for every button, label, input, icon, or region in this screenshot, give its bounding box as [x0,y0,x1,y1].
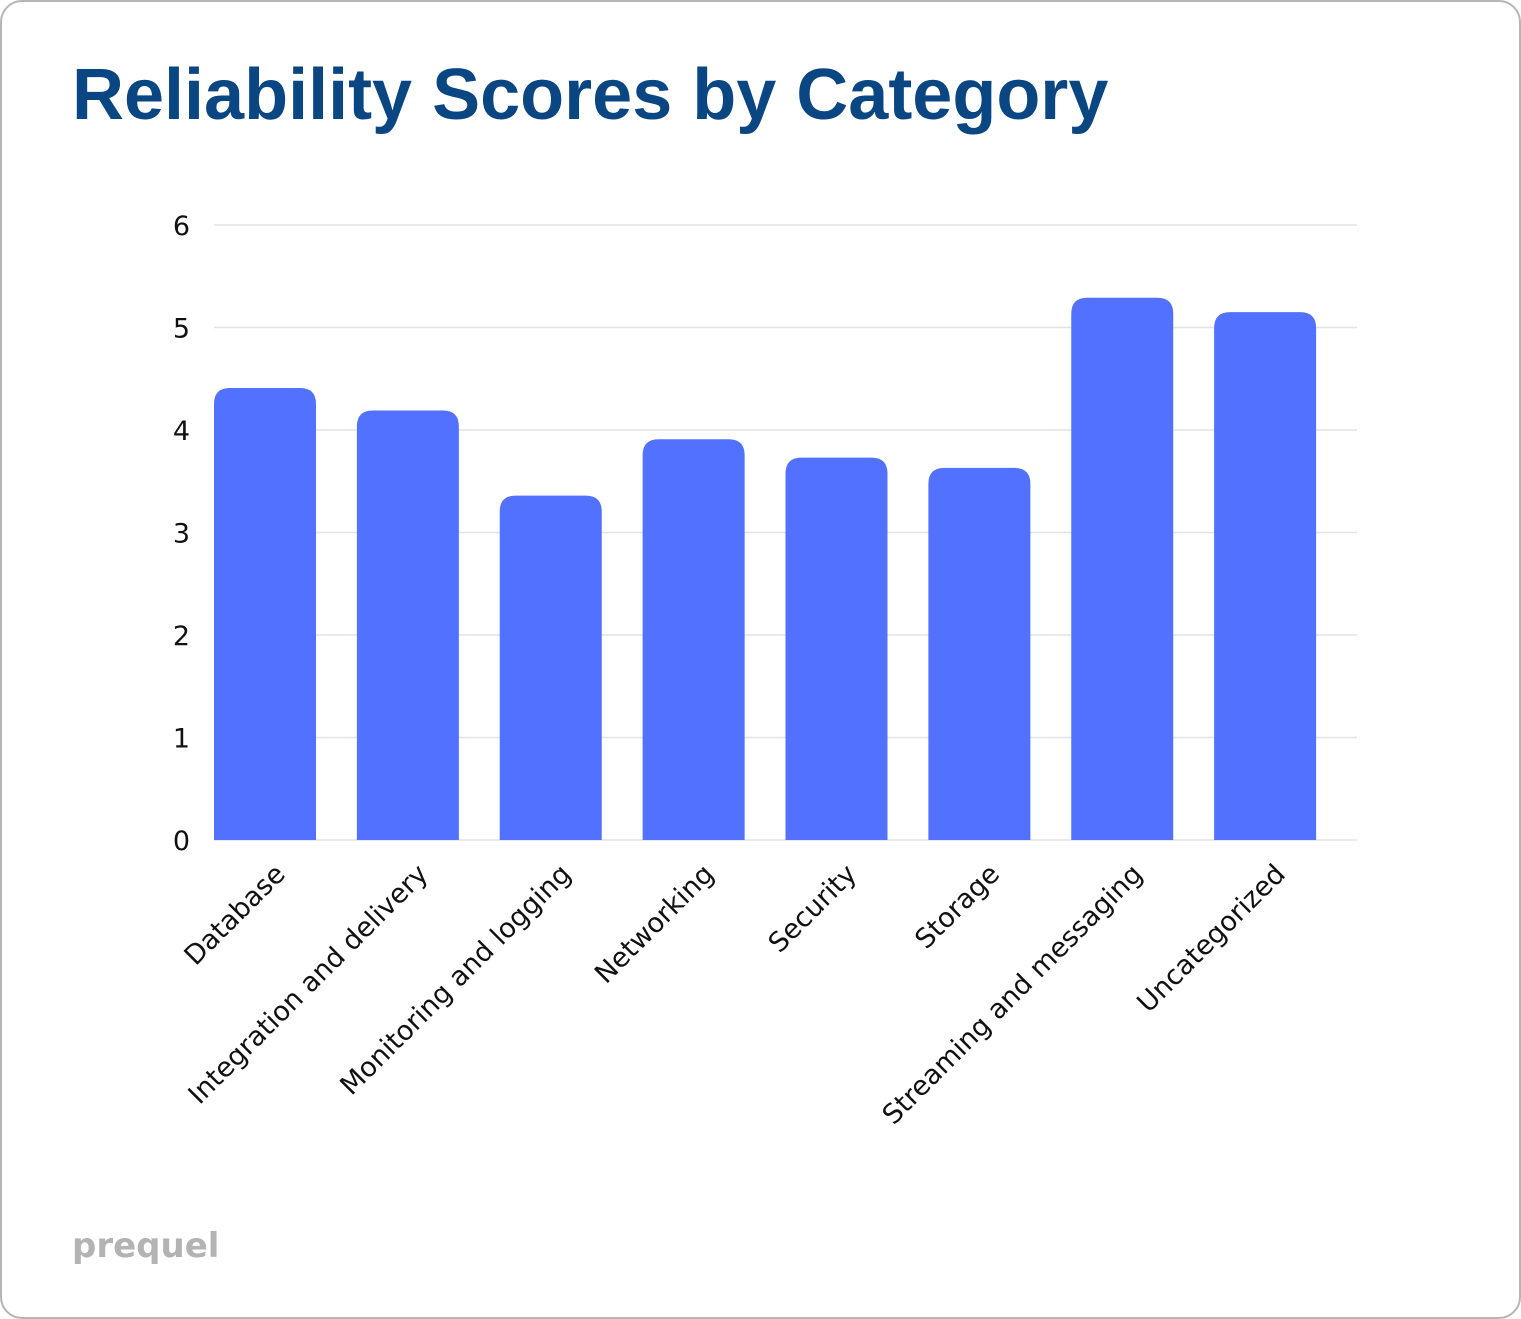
y-axis-tick-labels: 0 1 2 3 4 5 6 [173,211,190,857]
bar-database [214,387,316,840]
brand-logo-text: prequel [72,1226,220,1266]
x-category-label: Monitoring and logging [334,859,577,1102]
x-category-label: Streaming and messaging [877,859,1149,1131]
y-tick-label: 1 [173,724,190,755]
x-category-label: Networking [589,859,720,990]
bar-monitoring-and-logging [499,495,602,840]
bar-security [785,457,888,840]
y-tick-label: 0 [173,826,190,857]
bar-integration-and-delivery [356,410,459,840]
x-category-label: Integration and delivery [183,859,435,1111]
x-category-label: Storage [909,859,1006,956]
y-tick-label: 2 [173,621,190,652]
y-tick-label: 3 [173,519,190,550]
x-category-label: Uncategorized [1131,859,1291,1019]
bar-streaming-and-messaging [1071,297,1174,840]
x-category-label: Database [179,859,292,972]
y-tick-label: 5 [173,314,190,345]
x-category-label: Security [763,859,863,959]
bar-networking [642,439,745,840]
y-tick-label: 6 [173,211,190,242]
bar-uncategorized [1214,312,1317,840]
bar-storage [928,467,1031,840]
chart-title: Reliability Scores by Category [72,55,1109,135]
bars [214,297,1317,840]
y-tick-label: 4 [173,416,190,447]
